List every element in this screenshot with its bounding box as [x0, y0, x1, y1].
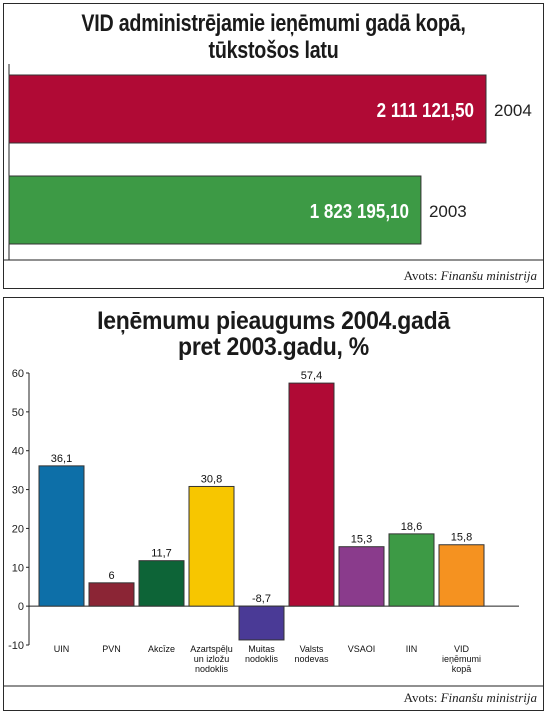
revenue-total-source-prefix: Avots: — [403, 268, 438, 283]
bar-muitas-value-label: -8,7 — [252, 593, 271, 605]
y-tick-label--10: -10 — [8, 640, 24, 652]
category-label-vsaoi-0: VSAOI — [348, 644, 376, 654]
bar-uin-value-label: 36,1 — [51, 453, 72, 465]
bar-iin-value-label: 18,6 — [401, 521, 422, 533]
category-label-vid-0: VID — [454, 644, 470, 654]
revenue-growth-title: Ieņēmumu pieaugums 2004.gadā pret 2003.g… — [26, 308, 522, 360]
bar-2003 — [8, 175, 422, 245]
bar-iin — [388, 533, 435, 607]
bar-uin — [38, 465, 85, 607]
revenue-growth-source: Avots: Finanšu ministrija — [404, 690, 537, 706]
category-label-vid-1: ieņēmumi — [442, 654, 481, 664]
y-tick-label-30: 30 — [12, 485, 24, 497]
bar-azartspēļu-value-label: 30,8 — [201, 473, 222, 485]
category-label-azartspēļu-0: Azartspēļu — [190, 644, 233, 654]
bar-akcīze — [138, 560, 185, 607]
bar-vsaoi — [338, 546, 385, 607]
category-label-azartspēļu-2: nodoklis — [195, 664, 229, 674]
bar-2004-year-label: 2004 — [494, 101, 532, 120]
category-label-valsts-0: Valsts — [300, 644, 324, 654]
y-tick-label-20: 20 — [12, 523, 24, 535]
bar-2003-year-label: 2003 — [429, 202, 467, 221]
bar-azartspēļu — [188, 485, 235, 607]
bar-vsaoi-value-label: 15,3 — [351, 534, 372, 546]
category-label-akcīze-0: Akcīze — [148, 644, 175, 654]
bar-2003-value-label: 1 823 195,10 — [310, 200, 409, 223]
bar-2004 — [8, 74, 487, 144]
category-label-azartspēļu-1: un izložu — [194, 654, 230, 664]
y-tick-label-40: 40 — [12, 446, 24, 458]
category-label-muitas-0: Muitas — [248, 644, 275, 654]
category-label-iin-0: IIN — [406, 644, 418, 654]
revenue-growth-source-name: Finanšu ministrija — [440, 690, 537, 705]
revenue-total-chart: 2 111 121,50 2004 1 823 195,10 2003 — [4, 64, 543, 261]
revenue-growth-chart: -10 0 10 20 30 40 50 60 36,1 UIN 6 PVN 11,7 Akcīze 30,… — [4, 368, 543, 687]
revenue-total-source-name: Finanšu ministrija — [440, 268, 537, 283]
y-tick-label-0: 0 — [18, 601, 24, 613]
bar-2004-value-label: 2 111 121,50 — [377, 99, 474, 122]
bar-vid — [438, 544, 485, 607]
revenue-growth-source-prefix: Avots: — [403, 690, 438, 705]
bar-pvn — [88, 582, 135, 607]
category-label-muitas-1: nodoklis — [245, 654, 279, 664]
revenue-total-panel: VID administrējamie ieņēmumi gadā kopā, … — [3, 3, 544, 289]
revenue-total-title: VID administrējamie ieņēmumi gadā kopā, … — [53, 10, 495, 64]
y-tick-label-10: 10 — [12, 562, 24, 574]
y-tick-label-50: 50 — [12, 407, 24, 419]
revenue-growth-title-line1: Ieņēmumu pieaugums 2004.gadā — [97, 307, 450, 335]
revenue-total-title-line2: tūkstošos latu — [208, 37, 339, 64]
bar-vid-value-label: 15,8 — [451, 532, 472, 544]
bar-valsts-value-label: 57,4 — [301, 370, 322, 382]
revenue-growth-title-line2: pret 2003.gadu, % — [178, 333, 369, 361]
category-label-uin-0: UIN — [54, 644, 70, 654]
bar-pvn-value-label: 6 — [108, 570, 114, 582]
category-label-pvn-0: PVN — [102, 644, 121, 654]
y-tick-label-60: 60 — [12, 368, 24, 380]
bar-muitas — [238, 605, 285, 641]
revenue-total-source: Avots: Finanšu ministrija — [404, 268, 537, 284]
category-label-valsts-1: nodevas — [294, 654, 329, 664]
bar-akcīze-value-label: 11,7 — [151, 548, 172, 560]
bar-valsts — [288, 382, 335, 607]
revenue-total-title-line1: VID administrējamie ieņēmumi gadā kopā, — [81, 10, 466, 37]
revenue-growth-panel: Ieņēmumu pieaugums 2004.gadā pret 2003.g… — [3, 297, 544, 711]
category-label-vid-2: kopā — [452, 664, 472, 674]
